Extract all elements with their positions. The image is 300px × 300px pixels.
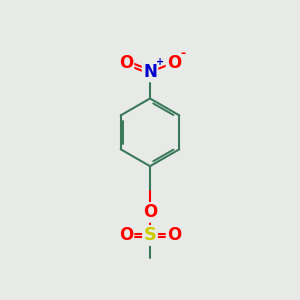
Text: +: +: [156, 58, 164, 68]
Text: O: O: [119, 226, 133, 244]
Text: N: N: [143, 63, 157, 81]
Text: O: O: [167, 226, 181, 244]
Text: O: O: [167, 53, 181, 71]
Text: -: -: [181, 47, 186, 60]
Text: S: S: [143, 226, 157, 244]
Text: O: O: [143, 203, 157, 221]
Text: O: O: [119, 53, 133, 71]
